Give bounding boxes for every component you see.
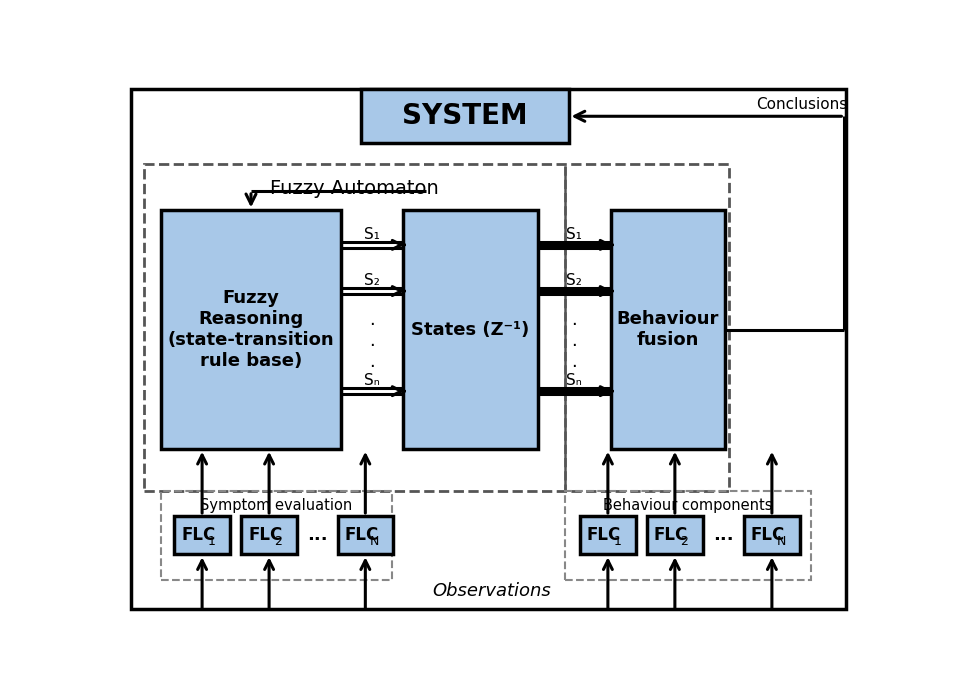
Text: S₂: S₂ [567, 273, 582, 288]
Bar [647, 516, 702, 554]
Text: .
.
.: . . . [369, 311, 375, 371]
Text: Behaviour
fusion: Behaviour fusion [616, 310, 719, 349]
Text: SYSTEM: SYSTEM [402, 103, 527, 130]
Bar [580, 516, 635, 554]
Text: FLC: FLC [751, 526, 785, 544]
Text: 1: 1 [613, 535, 621, 547]
Bar [361, 89, 568, 143]
Bar [161, 491, 391, 580]
Text: S₁: S₁ [567, 227, 582, 242]
Bar [403, 210, 538, 449]
Bar [338, 516, 393, 554]
Bar [611, 210, 725, 449]
Text: 1: 1 [208, 535, 215, 547]
Bar [174, 516, 230, 554]
Text: States (Z⁻¹): States (Z⁻¹) [412, 321, 529, 339]
Text: Behaviour components: Behaviour components [603, 498, 772, 513]
Text: ...: ... [713, 526, 734, 544]
Text: Sₙ: Sₙ [567, 373, 582, 388]
Text: FLC: FLC [181, 526, 215, 544]
Text: S₂: S₂ [365, 273, 380, 288]
Text: 2: 2 [275, 535, 282, 547]
Bar [161, 210, 342, 449]
Bar [241, 516, 297, 554]
Text: Fuzzy
Reasoning
(state-transition
rule base): Fuzzy Reasoning (state-transition rule b… [167, 290, 334, 370]
Text: FLC: FLC [587, 526, 621, 544]
Text: S₁: S₁ [365, 227, 380, 242]
Text: Symptom evaluation: Symptom evaluation [200, 498, 352, 513]
Text: N: N [776, 535, 786, 547]
Text: FLC: FLC [345, 526, 379, 544]
Text: Sₙ: Sₙ [365, 373, 380, 388]
Text: .
.
.: . . . [571, 311, 577, 371]
Bar [144, 164, 729, 491]
Text: FLC: FLC [654, 526, 688, 544]
Bar [565, 491, 812, 580]
Text: N: N [370, 535, 379, 547]
Text: 2: 2 [680, 535, 688, 547]
Text: Observations: Observations [433, 582, 551, 600]
Text: ...: ... [307, 526, 327, 544]
Text: Fuzzy Automaton: Fuzzy Automaton [270, 179, 438, 198]
Text: FLC: FLC [248, 526, 282, 544]
Text: Conclusions: Conclusions [756, 97, 848, 112]
Bar [745, 516, 800, 554]
